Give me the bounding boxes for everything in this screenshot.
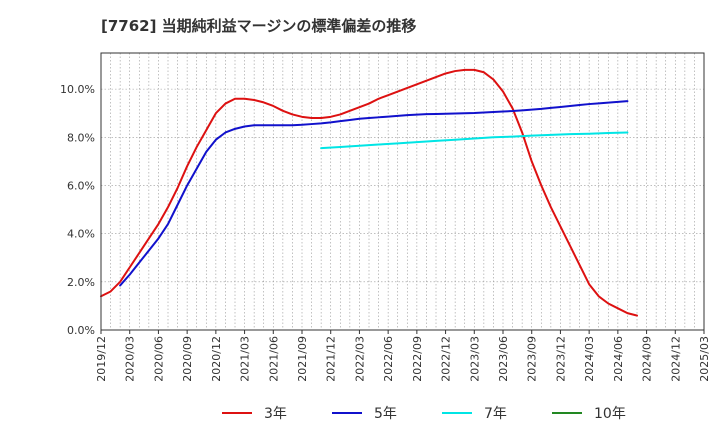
axes bbox=[100, 52, 705, 331]
x-tick-label: 2022/12 bbox=[440, 336, 453, 382]
chart-title: [7762] 当期純利益マージンの標準偏差の推移 bbox=[101, 17, 416, 35]
x-tick-label: 2021/03 bbox=[239, 336, 252, 382]
series-line-3年 bbox=[100, 68, 638, 317]
x-tick-label: 2020/12 bbox=[210, 336, 223, 382]
x-tick-label: 2023/03 bbox=[468, 336, 481, 382]
legend-label: 10年 bbox=[594, 406, 626, 422]
plot-background bbox=[101, 53, 704, 330]
x-tick-label: 2020/09 bbox=[181, 336, 194, 382]
legend-label: 3年 bbox=[264, 406, 287, 422]
x-tick-label: 2020/06 bbox=[152, 336, 165, 382]
plot-area bbox=[101, 53, 704, 330]
y-axis-ticks: 0.0% 2.0% 4.0% 6.0% 8.0% 10.0% bbox=[60, 83, 95, 337]
x-tick-label: 2024/09 bbox=[641, 336, 654, 382]
y-tick-label: 0.0% bbox=[67, 324, 95, 337]
x-tick-label: 2024/06 bbox=[612, 336, 625, 382]
y-tick-label: 10.0% bbox=[60, 83, 95, 96]
x-tick-label: 2022/09 bbox=[411, 336, 424, 382]
x-tick-label: 2024/03 bbox=[583, 336, 596, 382]
x-tick-label: 2020/03 bbox=[124, 336, 137, 382]
x-tick-label: 2025/03 bbox=[698, 336, 711, 382]
x-tick-label: 2021/06 bbox=[267, 336, 280, 382]
x-tick-label: 2021/09 bbox=[296, 336, 309, 382]
y-tick-label: 6.0% bbox=[67, 179, 95, 192]
x-tick-label: 2021/12 bbox=[325, 336, 338, 382]
x-tick-label: 2023/06 bbox=[497, 336, 510, 382]
x-axis-ticks: 2019/12 2020/03 2020/06 2020/09 2020/12 2021/… bbox=[95, 330, 711, 382]
y-tick-label: 8.0% bbox=[67, 131, 95, 144]
x-tick-label: 2023/12 bbox=[554, 336, 567, 382]
series-layer bbox=[100, 68, 638, 317]
legend-label: 5年 bbox=[374, 406, 397, 422]
series-line-5年 bbox=[119, 100, 629, 287]
plot-frame bbox=[100, 52, 705, 331]
legend: 3年 5年 7年 10年 bbox=[222, 406, 626, 422]
x-tick-label: 2019/12 bbox=[95, 336, 108, 382]
y-tick-label: 2.0% bbox=[67, 276, 95, 289]
series-line-7年 bbox=[320, 131, 629, 150]
y-tick-label: 4.0% bbox=[67, 228, 95, 241]
x-tick-label: 2022/06 bbox=[382, 336, 395, 382]
x-tick-label: 2024/12 bbox=[669, 336, 682, 382]
legend-label: 7年 bbox=[484, 406, 507, 422]
x-tick-label: 2022/03 bbox=[353, 336, 366, 382]
x-tick-label: 2023/09 bbox=[526, 336, 539, 382]
